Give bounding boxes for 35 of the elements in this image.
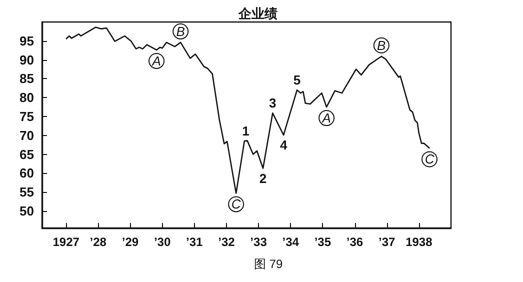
x-tick-label: ’33 <box>250 235 268 249</box>
x-tick-label: ’31 <box>186 235 204 249</box>
x-tick-label: ’28 <box>90 235 107 249</box>
x-tick-label: ’29 <box>122 235 139 249</box>
y-tick-label: 75 <box>20 108 34 124</box>
x-tick-label: 1927 <box>52 235 80 249</box>
annotation: 3 <box>269 96 276 111</box>
y-tick-label: 85 <box>20 71 34 86</box>
annotation: 5 <box>293 72 301 88</box>
annotation: C <box>424 152 435 167</box>
x-tick-label: ’36 <box>346 235 364 249</box>
chart-title: 企业绩 <box>238 6 278 21</box>
y-tick-label: 90 <box>20 52 34 68</box>
annotation: C <box>231 196 242 212</box>
annotation: A <box>151 53 161 68</box>
annotation: A <box>321 110 331 126</box>
caption: 图 79 <box>254 257 284 271</box>
x-tick-label: ’37 <box>378 235 396 249</box>
annotation: B <box>176 24 186 39</box>
annotation: B <box>377 38 386 53</box>
annotation: 2 <box>259 170 267 186</box>
x-tick-label: ’32 <box>218 235 236 249</box>
y-tick-label: 60 <box>20 166 34 181</box>
y-tick-label: 50 <box>20 203 34 218</box>
y-tick-label: 95 <box>20 33 34 48</box>
y-tick-label: 65 <box>20 146 34 162</box>
x-tick-label: ’34 <box>282 235 300 249</box>
y-tick-label: 55 <box>20 184 34 200</box>
x-tick-label: ’30 <box>154 235 171 249</box>
annotation: 4 <box>280 138 288 153</box>
y-tick-label: 80 <box>20 90 34 106</box>
x-tick-label: ’35 <box>314 235 332 249</box>
y-tick-label: 70 <box>20 128 34 143</box>
annotation: 1 <box>242 124 250 139</box>
x-tick-label: 1938 <box>406 235 433 249</box>
